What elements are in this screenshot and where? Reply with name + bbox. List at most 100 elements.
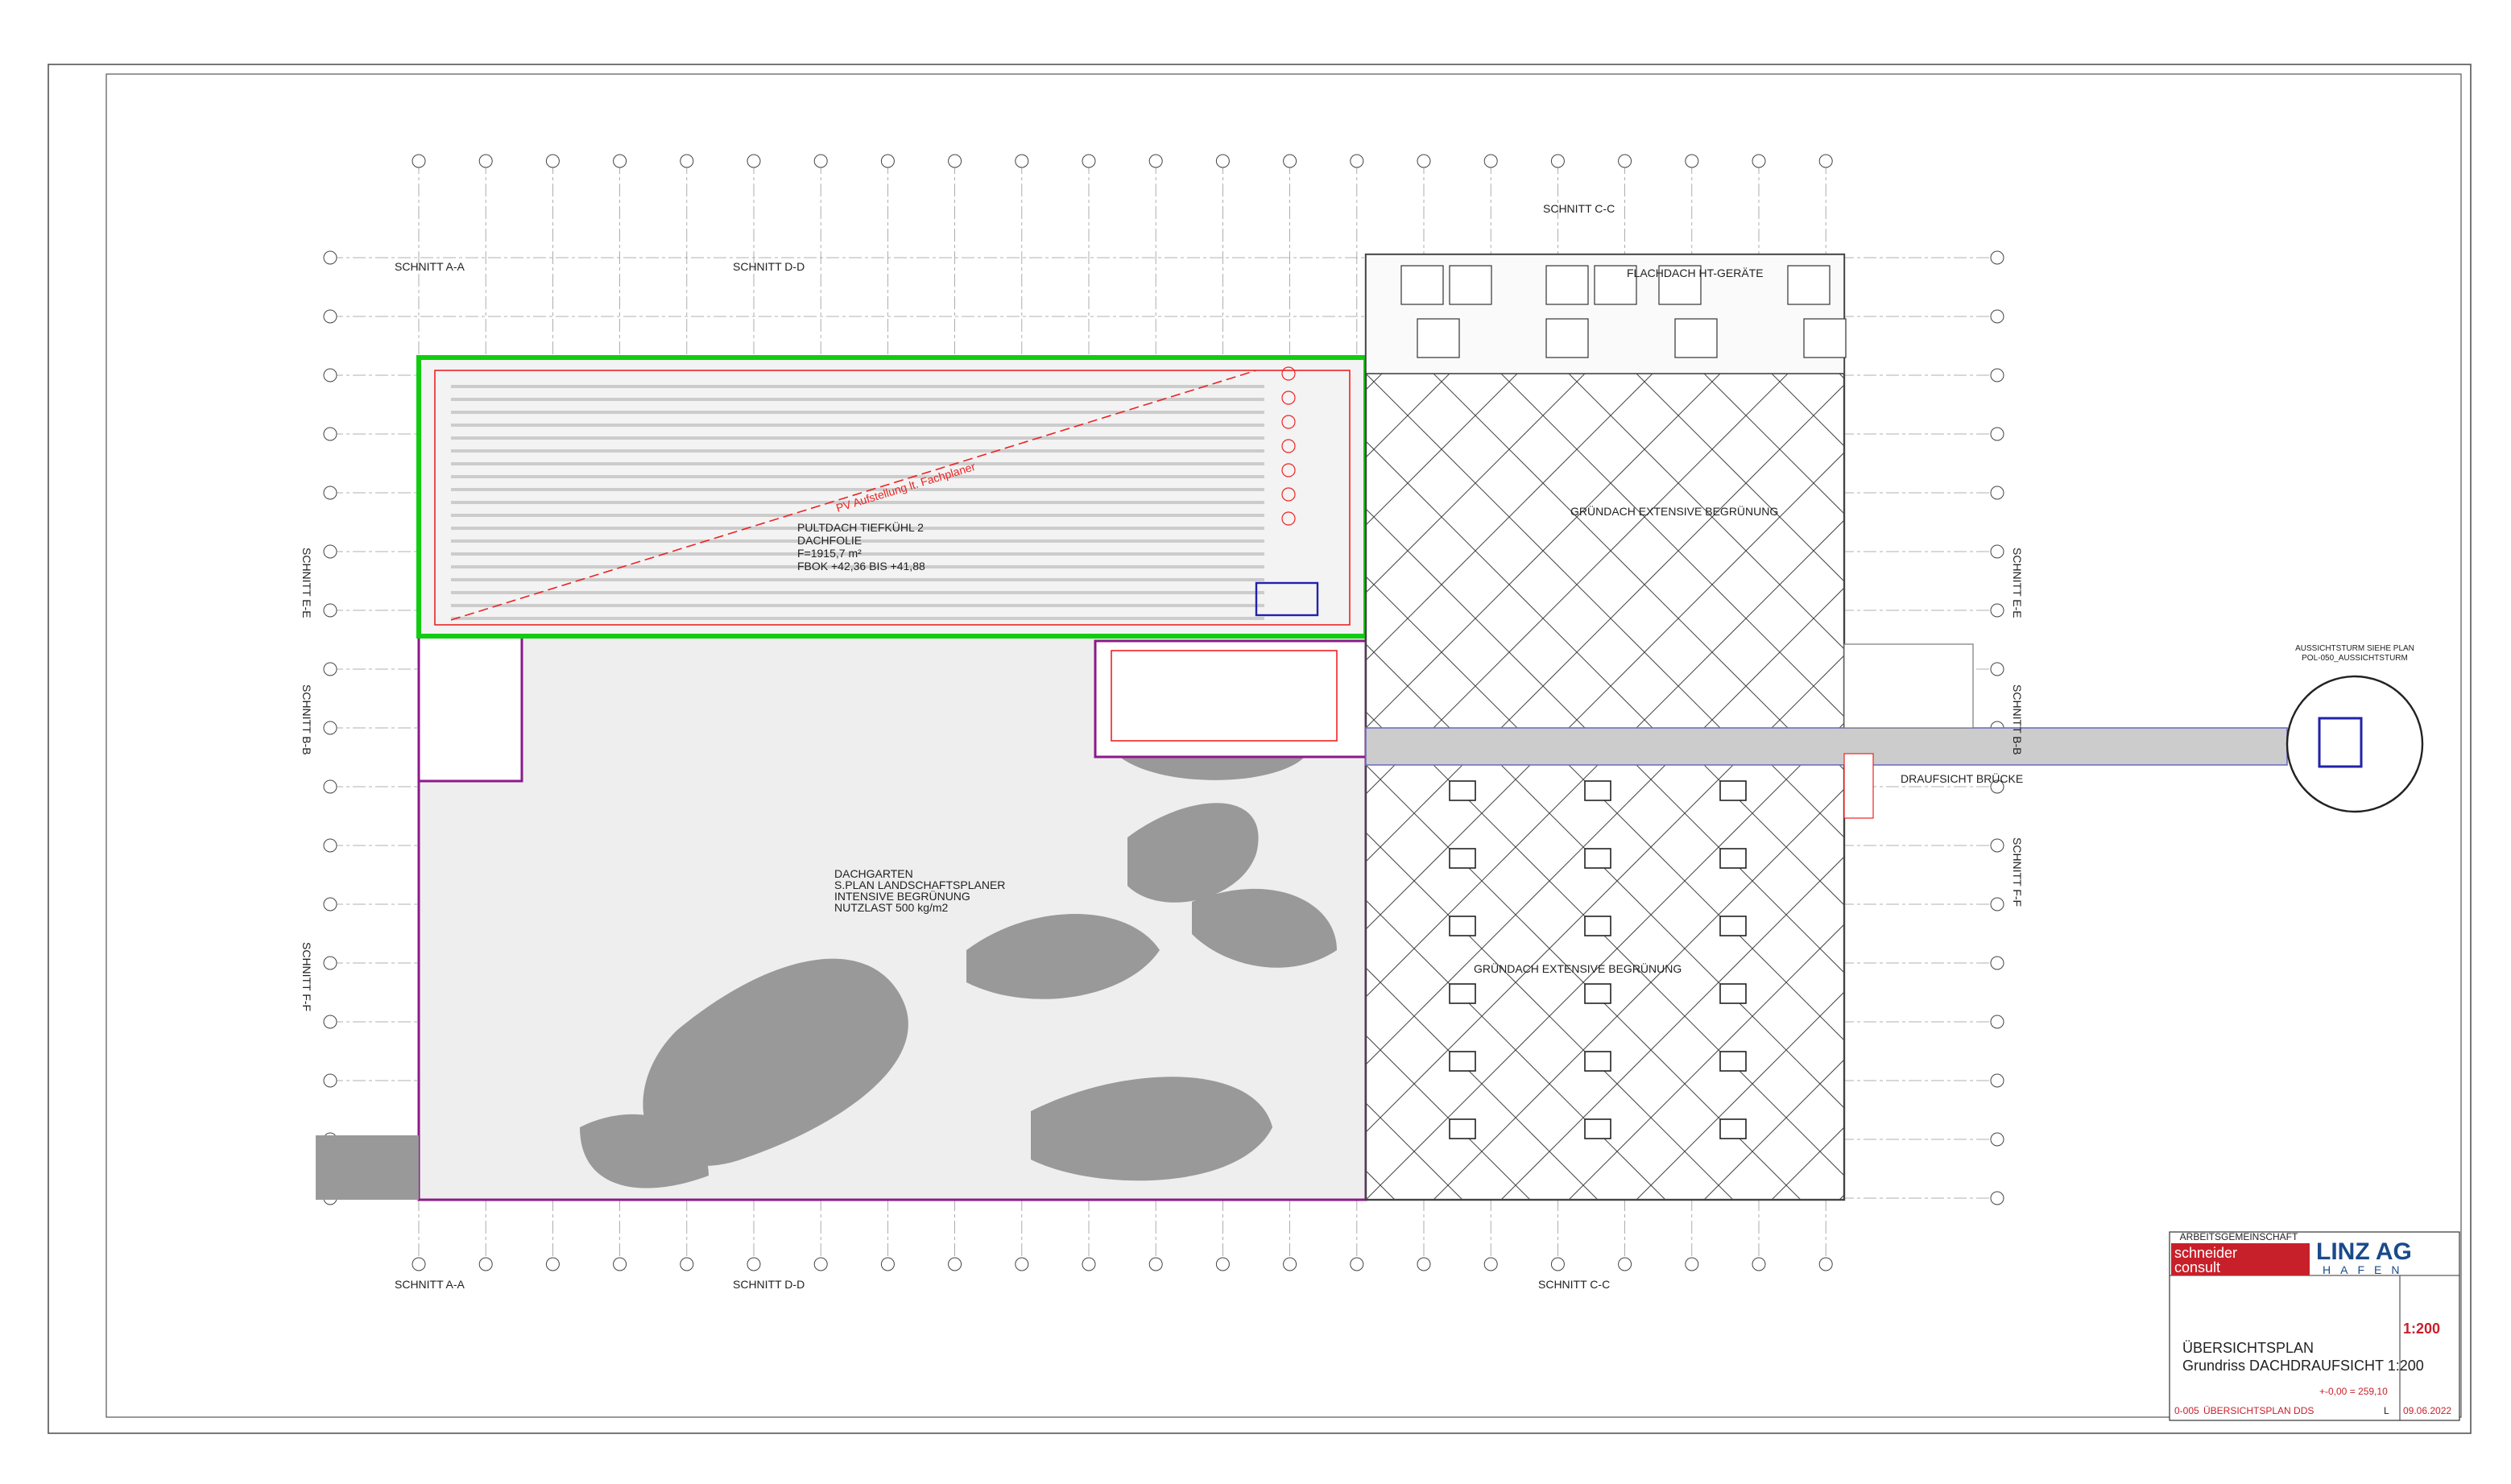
axis-bubble [1685, 154, 1699, 168]
equipment [1400, 265, 1444, 305]
plan-title: ÜBERSICHTSPLAN [2182, 1340, 2314, 1356]
section-label: SCHNITT C-C [1543, 202, 1615, 215]
roof-drain [1281, 366, 1296, 381]
axis-bubble [1990, 956, 2004, 970]
diagonal [2381, 765, 2511, 1200]
axis-bubble [323, 1015, 337, 1029]
axis-bubble [323, 662, 337, 676]
axis-bubble [1015, 154, 1029, 168]
axis-bubble [323, 486, 337, 500]
roof-hatch [1255, 581, 1319, 617]
axis-bubble [323, 838, 337, 853]
axis-bubble [1990, 779, 2004, 794]
diagonal [1366, 765, 1802, 1200]
diagonal [1500, 384, 1844, 728]
axis-bubble [1148, 1257, 1163, 1271]
axis-bubble [813, 1257, 828, 1271]
diagonal [1703, 587, 1844, 728]
axis-bubble [813, 154, 828, 168]
diagonal [2313, 374, 2511, 728]
label-line: F=1915,7 m² [797, 547, 862, 560]
axis-bubble [323, 721, 337, 735]
diagonal [1975, 765, 2410, 1200]
diagonal [1771, 655, 1844, 728]
diagonal [1839, 765, 1844, 771]
axis-bubble [1990, 1015, 2004, 1029]
roof-drain [1281, 391, 1296, 405]
diagonal [2448, 765, 2511, 1200]
ht-equipment [1400, 265, 1847, 358]
axis-bubble [1990, 427, 2004, 441]
diagonal [1907, 765, 2342, 1200]
diagonal [2110, 374, 2464, 728]
label-line: NUTZLAST 500 kg/m2 [834, 901, 949, 914]
diagonal [1366, 374, 1653, 661]
label-line: DACHFOLIE [797, 534, 862, 547]
skylight [1719, 916, 1747, 936]
equipment [1674, 318, 1718, 358]
axis-bubble [613, 154, 627, 168]
axis-bubble [747, 154, 761, 168]
axis-bubble [323, 250, 337, 265]
diagonal [2448, 374, 2511, 728]
diagonal [2381, 374, 2511, 728]
axis-bubble [478, 1257, 493, 1271]
roof-drain [1281, 511, 1296, 526]
skylight [1719, 983, 1747, 1004]
label-line: FBOK +42,36 BIS +41,88 [797, 560, 925, 573]
skylight [1584, 1051, 1611, 1072]
axis-bubble [323, 779, 337, 794]
client: LINZ AG [2316, 1238, 2412, 1265]
axis-bubble [1990, 1191, 2004, 1205]
axis-bubble [948, 154, 962, 168]
firm: schneider [2174, 1245, 2237, 1261]
diagonal [1366, 576, 1518, 728]
label-line: PULTDACH TIEFKÜHL 2 [797, 520, 924, 534]
axis-bubble [545, 154, 560, 168]
scale: 1:200 [2403, 1321, 2440, 1337]
axis-bubble [1990, 662, 2004, 676]
axis-bubble [1990, 1132, 2004, 1147]
axis-bubble [323, 956, 337, 970]
datum: +-0,00 = 259,10 [2319, 1386, 2388, 1397]
label-line: INTENSIVE BEGRÜNUNG [834, 889, 970, 903]
axis-bubble [1752, 1257, 1766, 1271]
sheet-border [48, 64, 2472, 1434]
diagonal [2313, 765, 2511, 1200]
diagonal [1975, 765, 2410, 1200]
consortium: ARBEITSGEMEINSCHAFT [2180, 1231, 2298, 1242]
diagonal [2042, 765, 2477, 1200]
diagonal [1366, 374, 1518, 526]
diagonal [1975, 374, 2329, 728]
skylight [1449, 1118, 1476, 1139]
equipment [1545, 265, 1589, 305]
section-label: SCHNITT A-A [395, 260, 465, 273]
tower-core [2318, 717, 2363, 768]
diagonal [1703, 374, 1844, 515]
diagonal [1568, 452, 1844, 728]
green-roof-label: GRÜNDACH EXTENSIVE BEGRÜNUNG [1474, 961, 1682, 975]
axis-bubble [613, 1257, 627, 1271]
bridge [1365, 727, 2288, 766]
garden-planting [580, 738, 1337, 1188]
diagonal [2042, 374, 2397, 728]
diagonal [1366, 765, 1531, 930]
axis-bubble [1215, 154, 1230, 168]
pv-roof [416, 355, 1368, 639]
diagonal [1366, 1102, 1463, 1200]
diagonal [1500, 856, 1844, 1200]
roof-drain [1281, 463, 1296, 477]
axis-bubble [323, 427, 337, 441]
axis-bubble [1015, 1257, 1029, 1271]
axis-bubble [1990, 544, 2004, 559]
diagonal [2110, 765, 2511, 1200]
axis-bubble [1550, 154, 1565, 168]
section-label: SCHNITT F-F [300, 942, 313, 1011]
axis-bubble [1990, 603, 2004, 618]
diagonal [1366, 765, 1463, 862]
diagonal [1366, 765, 1734, 1133]
axis-bubble [323, 1073, 337, 1088]
skylight [1584, 1118, 1611, 1139]
skylight [1449, 780, 1476, 801]
stair-core-left [417, 635, 523, 783]
